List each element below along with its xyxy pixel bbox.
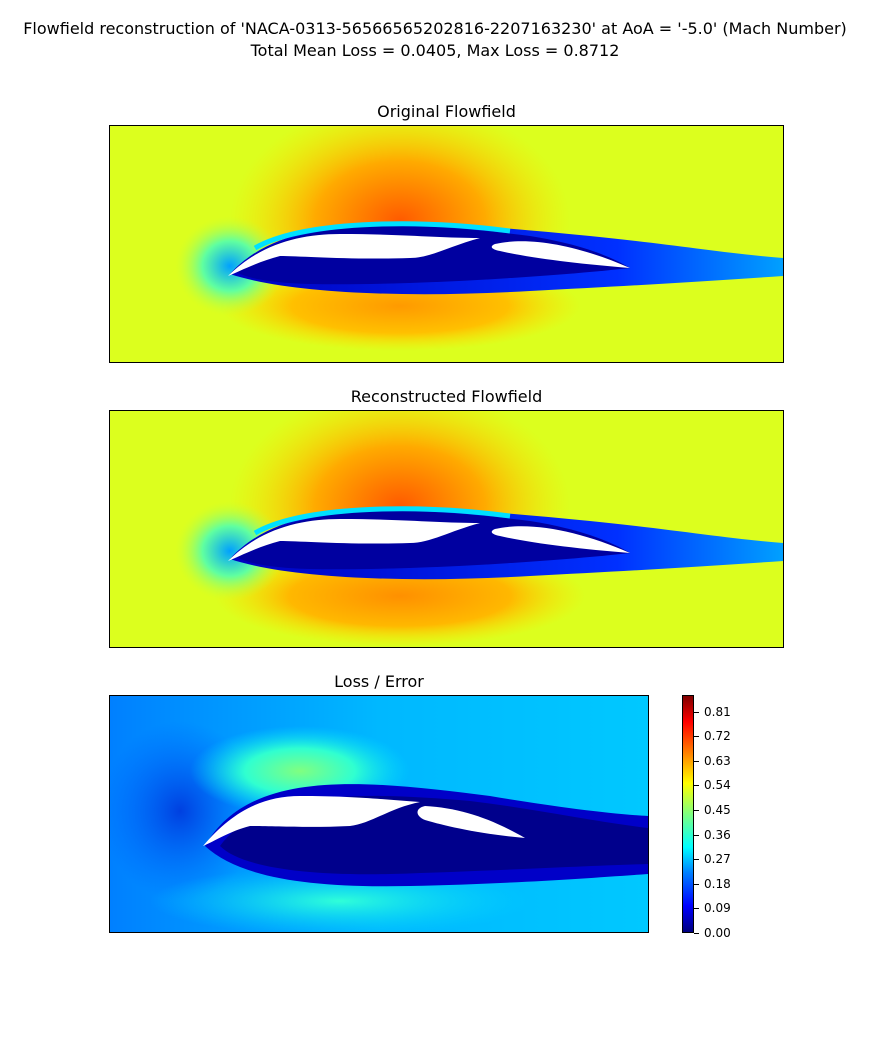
original-flowfield-heatmap xyxy=(110,126,783,362)
reconstructed-flowfield-panel xyxy=(109,410,784,648)
colorbar-tick-label: 0.27 xyxy=(704,852,731,866)
panel-title-reconstructed: Reconstructed Flowfield xyxy=(350,387,543,406)
colorbar-tick xyxy=(694,835,699,836)
airfoil-main-element xyxy=(203,796,420,846)
original-flowfield-panel xyxy=(109,125,784,363)
leading-edge-low-region xyxy=(175,216,285,316)
colorbar-tick-label: 0.45 xyxy=(704,803,731,817)
colorbar xyxy=(682,695,694,933)
colorbar-tick xyxy=(694,736,699,737)
loss-error-panel xyxy=(109,695,649,933)
colorbar-tick-label: 0.72 xyxy=(704,729,731,743)
colorbar-tick xyxy=(694,785,699,786)
colorbar-tick-label: 0.54 xyxy=(704,778,731,792)
colorbar-tick-label: 0.81 xyxy=(704,705,731,719)
loss-error-heatmap xyxy=(110,696,648,932)
airfoil-flap-element xyxy=(491,241,630,268)
colorbar-tick-label: 0.63 xyxy=(704,754,731,768)
colorbar-tick xyxy=(694,712,699,713)
colorbar-tick xyxy=(694,933,699,934)
panel-title-original: Original Flowfield xyxy=(377,102,516,121)
airfoil-main-element xyxy=(228,234,480,276)
airfoil-flap-element xyxy=(417,806,525,838)
colorbar-tick-label: 0.18 xyxy=(704,877,731,891)
colorbar-tick-label: 0.00 xyxy=(704,926,731,940)
colorbar-tick xyxy=(694,884,699,885)
reconstructed-flowfield-heatmap xyxy=(110,411,783,647)
colorbar-tick-label: 0.09 xyxy=(704,901,731,915)
leading-edge-low-region xyxy=(175,501,285,601)
colorbar-tick xyxy=(694,859,699,860)
figure-title: Flowfield reconstruction of 'NACA-0313-5… xyxy=(23,19,847,38)
upper-surface-shock xyxy=(253,221,511,251)
colorbar-tick-label: 0.36 xyxy=(704,828,731,842)
airfoil-flap-element xyxy=(491,526,630,553)
colorbar-tick xyxy=(694,761,699,762)
panel-title-loss: Loss / Error xyxy=(334,672,424,691)
airfoil-main-element xyxy=(228,519,480,561)
upper-surface-shock xyxy=(253,506,511,536)
colorbar-tick xyxy=(694,908,699,909)
colorbar-tick xyxy=(694,810,699,811)
figure-subtitle: Total Mean Loss = 0.0405, Max Loss = 0.8… xyxy=(250,41,620,60)
